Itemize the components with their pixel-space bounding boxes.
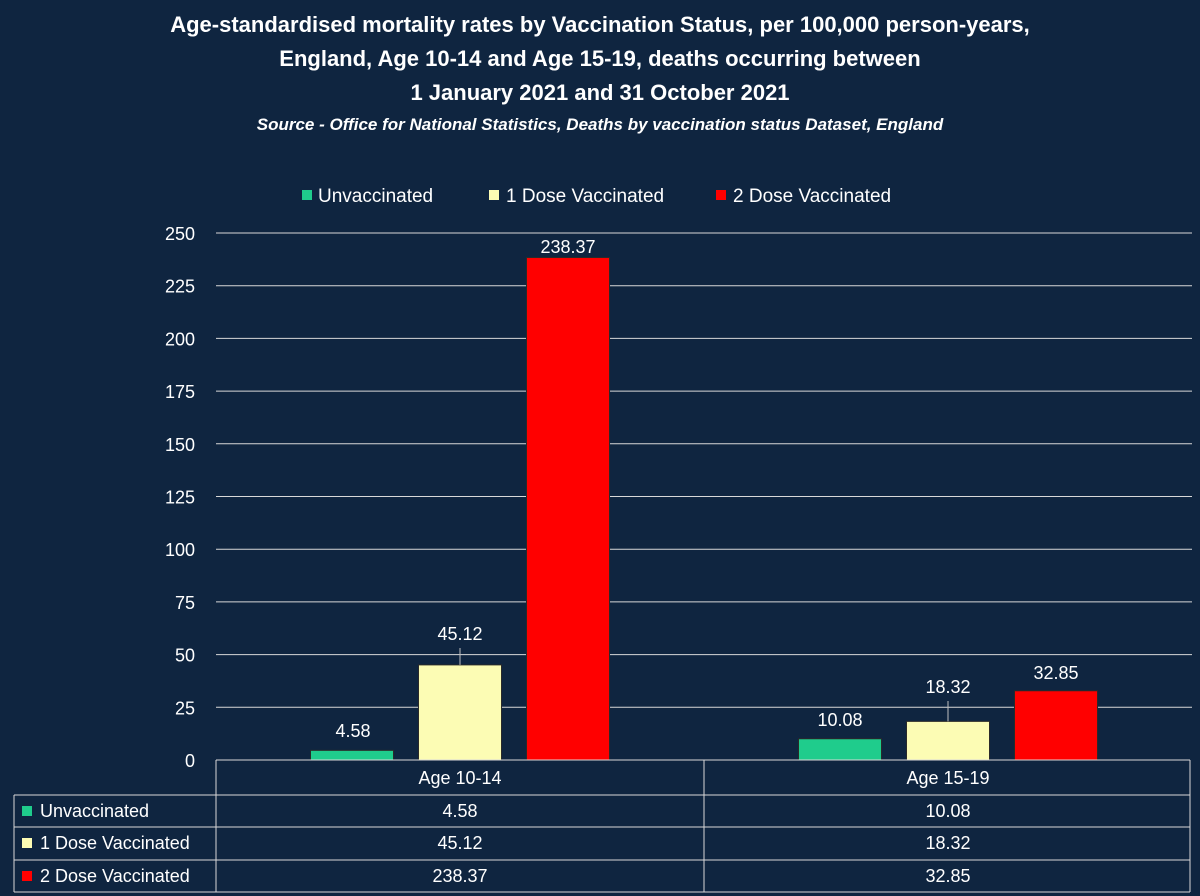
table-row-swatch-2 bbox=[22, 838, 32, 848]
legend-label-2: 1 Dose Vaccinated bbox=[506, 186, 664, 207]
bar-3-1 bbox=[526, 257, 610, 761]
table-category-header-1: Age 10-14 bbox=[418, 768, 501, 788]
legend-label-1: Unvaccinated bbox=[318, 186, 433, 207]
y-tick-label-50: 50 bbox=[175, 646, 195, 666]
data-label-3-2: 32.85 bbox=[1033, 663, 1078, 683]
data-label-1-1: 4.58 bbox=[335, 721, 370, 741]
data-label-2-1: 45.12 bbox=[437, 624, 482, 644]
y-tick-label-125: 125 bbox=[165, 488, 195, 508]
legend-swatch-3 bbox=[716, 190, 726, 200]
y-tick-label-200: 200 bbox=[165, 329, 195, 349]
table-cell-2-2: 18.32 bbox=[925, 833, 970, 853]
bar-2-2 bbox=[906, 720, 990, 761]
chart-title-line-3: 1 January 2021 and 31 October 2021 bbox=[410, 80, 789, 105]
table-row-swatch-1 bbox=[22, 806, 32, 816]
bar-3-2 bbox=[1014, 690, 1098, 761]
legend-swatch-1 bbox=[302, 190, 312, 200]
bar-2-1 bbox=[418, 664, 502, 761]
y-tick-label-100: 100 bbox=[165, 540, 195, 560]
data-label-2-2: 18.32 bbox=[925, 677, 970, 697]
bar-1-2 bbox=[798, 738, 882, 761]
table-category-header-2: Age 15-19 bbox=[906, 768, 989, 788]
table-cell-1-2: 10.08 bbox=[925, 801, 970, 821]
y-tick-label-0: 0 bbox=[185, 751, 195, 771]
table-row-label-1: Unvaccinated bbox=[40, 801, 149, 821]
table-row-label-2: 1 Dose Vaccinated bbox=[40, 833, 190, 853]
table-cell-1-1: 4.58 bbox=[442, 801, 477, 821]
table-cell-2-1: 45.12 bbox=[437, 833, 482, 853]
y-tick-label-25: 25 bbox=[175, 698, 195, 718]
y-tick-label-225: 225 bbox=[165, 277, 195, 297]
chart-title-line-2: England, Age 10-14 and Age 15-19, deaths… bbox=[279, 46, 920, 71]
y-tick-label-75: 75 bbox=[175, 593, 195, 613]
y-tick-label-150: 150 bbox=[165, 435, 195, 455]
data-label-3-1: 238.37 bbox=[540, 237, 595, 257]
table-cell-3-1: 238.37 bbox=[432, 866, 487, 886]
bar-1-1 bbox=[310, 749, 394, 761]
legend-swatch-2 bbox=[489, 190, 499, 200]
chart-title-line-1: Age-standardised mortality rates by Vacc… bbox=[170, 12, 1030, 37]
table-row-label-3: 2 Dose Vaccinated bbox=[40, 866, 190, 886]
legend-label-3: 2 Dose Vaccinated bbox=[733, 186, 891, 207]
chart-subtitle: Source - Office for National Statistics,… bbox=[257, 115, 944, 134]
y-tick-label-250: 250 bbox=[165, 224, 195, 244]
table-cell-3-2: 32.85 bbox=[925, 866, 970, 886]
y-tick-label-175: 175 bbox=[165, 382, 195, 402]
table-row-swatch-3 bbox=[22, 871, 32, 881]
data-label-1-2: 10.08 bbox=[817, 710, 862, 730]
